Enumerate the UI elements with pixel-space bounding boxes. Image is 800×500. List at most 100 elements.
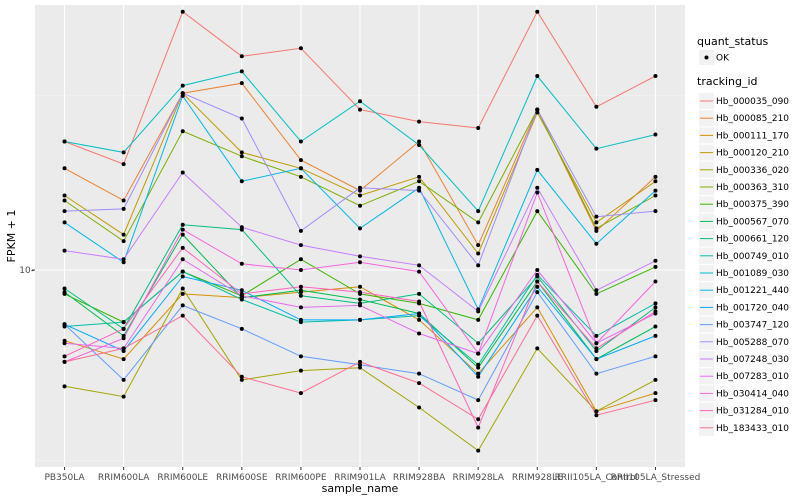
data-point-Hb_031284_010-RRIM600SE [239, 291, 244, 296]
data-point-Hb_000111_170-RRIM600LE [180, 291, 185, 296]
data-point-Hb_031284_010-RRIM600PE [298, 284, 303, 289]
data-point-Hb_000035_090-RRIM600PE [298, 46, 303, 51]
data-point-Hb_001221_440-RRIM600LA [121, 260, 126, 265]
data-point-Hb_003747_120-RRIM928LA [476, 398, 481, 403]
data-point-Hb_001221_440-RRII105LA_Stressed [653, 188, 658, 193]
data-point-Hb_000120_210-RRII105LA_Control [594, 220, 599, 225]
data-point-Hb_000363_310-PB350LA [62, 198, 67, 203]
data-point-Hb_183433_010-RRIM928BA [417, 381, 422, 386]
data-point-Hb_030414_040-RRII105LA_Stressed [653, 279, 658, 284]
data-point-Hb_000111_170-RRII105LA_Stressed [653, 391, 658, 396]
data-point-Hb_005288_070-RRIM600SE [239, 116, 244, 121]
data-point-Hb_000336_020-RRIM600PE [298, 368, 303, 373]
data-point-Hb_183433_010-RRIM600LE [180, 313, 185, 318]
data-point-Hb_007248_030-RRIM600PE [298, 243, 303, 248]
data-point-Hb_005288_070-RRIM600PE [298, 228, 303, 233]
data-point-Hb_007248_030-RRII105LA_Stressed [653, 258, 658, 263]
data-point-Hb_000120_210-RRIM928LA [476, 251, 481, 256]
data-point-Hb_000336_020-PB350LA [62, 384, 67, 389]
data-point-Hb_000749_010-RRIM928LE [535, 272, 540, 277]
legend-item-label: Hb_000111_170 [716, 131, 789, 141]
data-point-Hb_000363_310-RRIM901LA [358, 203, 362, 208]
data-point-Hb_000661_120-PB350LA [62, 286, 67, 291]
data-point-Hb_183433_010-RRIM600LA [121, 346, 126, 351]
data-point-Hb_005288_070-RRIM901LA [358, 185, 362, 190]
legend-item-label: Hb_000661_120 [716, 235, 789, 245]
legend-item-label: Hb_000363_310 [716, 183, 789, 193]
data-point-Hb_001720_040-RRIM600PE [298, 317, 303, 322]
data-point-Hb_031284_010-PB350LA [62, 354, 67, 359]
x-tick-label: RRIM901LA [334, 473, 386, 483]
legend-item-label: Hb_005288_070 [716, 338, 789, 348]
data-point-Hb_001221_440-RRIM901LA [358, 226, 362, 231]
data-point-Hb_000375_390-RRIM600PE [298, 257, 303, 262]
x-tick-label: RRIM600PE [275, 473, 327, 483]
data-point-Hb_000120_210-RRII105LA_Stressed [653, 179, 658, 184]
legend-item-label: Hb_000035_090 [716, 97, 789, 107]
legend-item-label: Hb_007248_030 [716, 355, 789, 365]
data-point-Hb_005288_070-RRII105LA_Control [594, 214, 599, 219]
x-tick-label: RRII105LA_Stressed [611, 473, 701, 483]
data-point-Hb_001089_030-RRII105LA_Control [594, 146, 599, 151]
data-point-Hb_001089_030-RRIM928LA [476, 209, 481, 214]
data-point-Hb_001221_440-PB350LA [62, 220, 67, 225]
legend-item-label: Hb_031284_010 [716, 407, 789, 417]
data-point-Hb_000567_070-RRIM901LA [358, 297, 362, 302]
data-point-Hb_000336_020-RRII105LA_Stressed [653, 377, 658, 382]
data-point-Hb_000749_010-RRII105LA_Stressed [653, 301, 658, 306]
data-point-Hb_000567_070-RRIM600PE [298, 288, 303, 293]
data-point-Hb_000035_090-RRII105LA_Stressed [653, 74, 658, 79]
data-point-Hb_000085_210-RRIM928BA [417, 139, 422, 144]
data-point-Hb_183433_010-RRIM928LE [535, 313, 540, 318]
data-point-Hb_007248_030-RRIM600LE [180, 170, 185, 175]
data-point-Hb_030414_040-RRIM600SE [239, 261, 244, 266]
data-point-Hb_000749_010-RRIM600SE [239, 297, 244, 302]
data-point-Hb_003747_120-RRII105LA_Control [594, 371, 599, 376]
data-point-Hb_000375_390-RRIM928LA [476, 317, 481, 322]
data-point-Hb_000363_310-RRII105LA_Stressed [653, 193, 658, 198]
data-point-Hb_030414_040-RRIM600LA [121, 336, 126, 341]
series-points [62, 9, 658, 453]
data-point-Hb_007248_030-RRIM600LA [121, 257, 126, 262]
legend-item-label: Hb_007283_010 [716, 372, 789, 382]
data-point-Hb_030414_040-RRIM928LE [535, 190, 540, 195]
data-point-Hb_007248_030-RRIM928LE [535, 185, 540, 190]
legend-shape-title: quant_status [697, 35, 769, 48]
data-point-Hb_031284_010-RRIM901LA [358, 290, 362, 295]
data-point-Hb_001089_030-RRIM600LA [121, 150, 126, 155]
data-point-Hb_000085_210-RRIM901LA [358, 188, 362, 193]
data-point-Hb_000567_070-PB350LA [62, 290, 67, 295]
data-point-Hb_030414_040-RRII105LA_Control [594, 341, 599, 346]
data-point-Hb_003747_120-RRIM600LE [180, 303, 185, 308]
data-point-Hb_000749_010-RRIM928LA [476, 362, 481, 367]
data-point-Hb_007283_010-RRIM928LE [535, 268, 540, 272]
data-point-Hb_000111_170-RRIM600LA [121, 357, 126, 362]
data-point-Hb_003747_120-RRIM928LE [535, 290, 540, 295]
x-axis-title: sample_name [322, 482, 399, 495]
data-point-Hb_183433_010-RRII105LA_Stressed [653, 398, 658, 403]
data-point-Hb_001720_040-RRIM928LA [476, 374, 481, 379]
data-point-Hb_183433_010-RRIM901LA [358, 359, 362, 364]
data-point-Hb_007248_030-RRIM600SE [239, 225, 244, 230]
data-point-Hb_183433_010-RRIM600PE [298, 391, 303, 396]
y-axis-title: FPKM + 1 [5, 210, 18, 263]
data-point-Hb_000120_210-RRIM928BA [417, 174, 422, 179]
data-point-Hb_031284_010-RRII105LA_Control [594, 346, 599, 351]
x-tick-label: RRIM928LE [512, 473, 563, 483]
data-point-Hb_000336_020-RRIM600LA [121, 394, 126, 399]
data-point-Hb_000085_210-RRIM928LA [476, 243, 481, 248]
data-point-Hb_007248_030-RRIM928LA [476, 309, 481, 314]
legend-shape-label: OK [716, 54, 730, 64]
data-point-Hb_000035_090-RRIM600LA [121, 162, 126, 167]
legend-item-label: Hb_183433_010 [716, 424, 789, 434]
data-point-Hb_001089_030-RRIM600PE [298, 139, 303, 144]
data-point-Hb_000120_210-RRIM928LE [535, 110, 540, 115]
data-point-Hb_000120_210-RRIM600SE [239, 150, 244, 155]
data-point-Hb_183433_010-PB350LA [62, 359, 67, 364]
data-point-Hb_030414_040-RRIM928BA [417, 269, 422, 274]
data-point-Hb_000120_210-RRIM600LA [121, 232, 126, 237]
data-point-Hb_005288_070-RRIM928LA [476, 263, 481, 268]
data-point-Hb_000035_090-RRIM600SE [239, 54, 244, 59]
data-point-Hb_000661_120-RRIM600PE [298, 293, 303, 298]
data-point-Hb_001221_440-RRIM928LE [535, 167, 540, 172]
